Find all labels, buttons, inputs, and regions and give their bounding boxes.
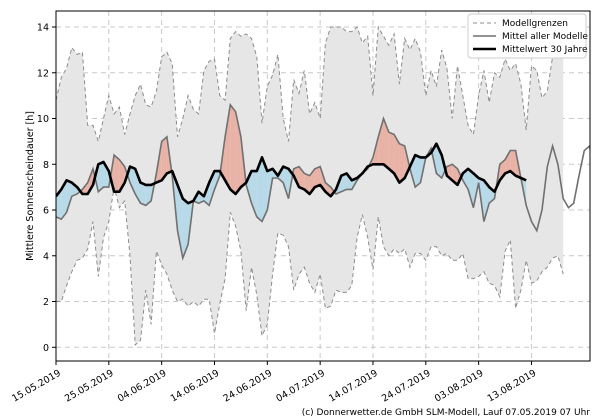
- diff-segment: [378, 118, 384, 165]
- diff-segment: [499, 159, 506, 181]
- y-tick-label: 6: [43, 206, 49, 217]
- diff-segment: [468, 168, 474, 208]
- diff-segment: [346, 173, 352, 190]
- series-line-climatology: [56, 142, 527, 205]
- y-tick-label: 0: [43, 343, 49, 354]
- diff-segment: [510, 150, 516, 176]
- diff-segment: [145, 184, 152, 206]
- y-axis: 0 2 4 6 8 10 12 14: [37, 23, 56, 354]
- y-tick-label: 14: [37, 23, 49, 34]
- diff-segment: [388, 132, 395, 174]
- plot-area: [56, 25, 590, 347]
- diff-segment: [140, 182, 146, 206]
- diff-segment: [415, 155, 421, 188]
- diff-segment: [209, 171, 215, 206]
- series-line-model-mean: [56, 102, 590, 261]
- diff-segment: [98, 162, 104, 192]
- series-line-upper-bound: [56, 25, 564, 144]
- diff-segment: [341, 173, 347, 192]
- diff-segment: [410, 155, 416, 188]
- legend-label-model-mean: Mittel aller Modelle: [502, 32, 588, 42]
- y-tick-label: 4: [43, 251, 49, 262]
- legend: Modellgrenzen Mittel aller Modelle Mitte…: [467, 13, 588, 59]
- diff-segment: [130, 166, 136, 194]
- diff-segment: [505, 150, 511, 174]
- diff-segment: [161, 136, 167, 181]
- diff-segment: [135, 168, 141, 204]
- diff-segment: [230, 104, 236, 194]
- diff-segment: [399, 143, 405, 183]
- diff-segment: [114, 155, 120, 192]
- diff-segment: [87, 168, 93, 194]
- legend-label-climatology: Mittelwert 30 Jahre: [502, 45, 588, 55]
- y-axis-title: Mittlere Sonnenscheindauer [h]: [25, 111, 36, 261]
- y-tick-label: 8: [43, 160, 49, 171]
- y-tick-label: 10: [37, 114, 49, 125]
- diff-segment: [198, 191, 204, 204]
- diff-segment: [56, 189, 62, 220]
- diff-segment: [262, 157, 268, 222]
- diff-segment: [182, 198, 189, 259]
- series-line-lower-bound: [56, 186, 564, 347]
- y-tick-label: 2: [43, 297, 49, 308]
- diff-segment: [314, 166, 321, 188]
- diff-segment: [66, 180, 72, 213]
- diff-segment: [483, 180, 490, 222]
- legend-box: [467, 13, 587, 59]
- plot-frame: [55, 10, 591, 362]
- diff-segment: [383, 118, 389, 169]
- diff-segment: [256, 157, 262, 222]
- diff-segment: [225, 104, 231, 190]
- diff-segment: [283, 166, 289, 199]
- diff-segment: [103, 162, 109, 188]
- diff-segment: [394, 134, 400, 183]
- y-tick-label: 12: [37, 68, 49, 79]
- legend-label-model-bounds: Modellgrenzen: [502, 19, 568, 29]
- diff-segment: [177, 184, 183, 259]
- credit-text: (c) Donnerwetter.de GmbH SLM-Modell, Lau…: [302, 408, 591, 418]
- diff-segment: [246, 171, 252, 204]
- diff-segment: [61, 180, 67, 220]
